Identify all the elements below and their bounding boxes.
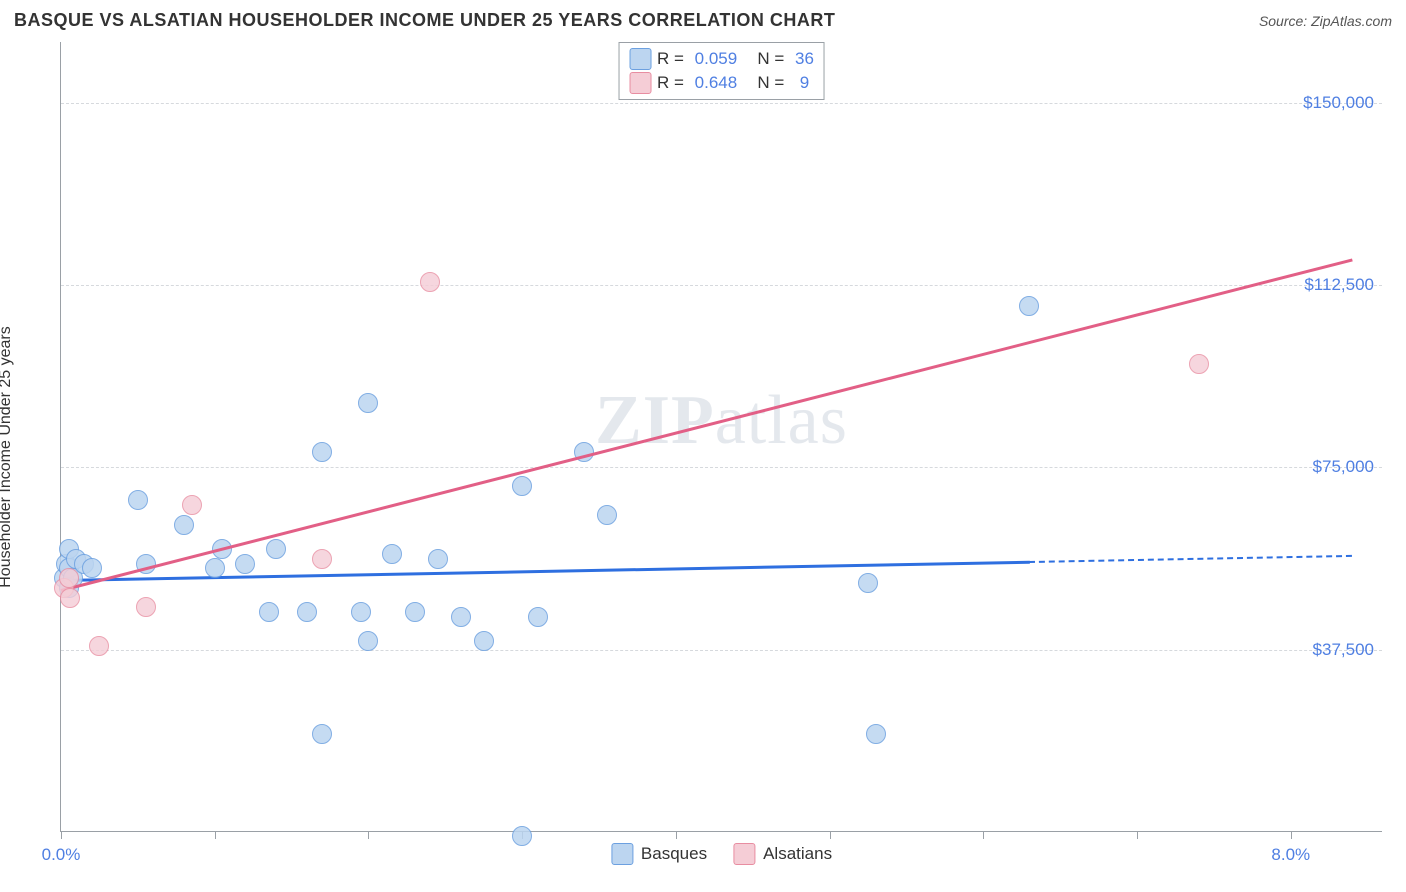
data-point-basques <box>382 544 402 564</box>
chart-title: BASQUE VS ALSATIAN HOUSEHOLDER INCOME UN… <box>14 10 835 31</box>
data-point-basques <box>451 607 471 627</box>
data-point-basques <box>1019 296 1039 316</box>
y-tick-label: $150,000 <box>1303 93 1374 113</box>
legend-correlation: R = 0.059 N = 36R = 0.648 N = 9 <box>618 42 825 100</box>
data-point-basques <box>351 602 371 622</box>
legend-n-label: N = <box>743 73 789 93</box>
data-point-alsatians <box>89 636 109 656</box>
data-point-alsatians <box>60 588 80 608</box>
legend-series-item: Basques <box>611 843 707 865</box>
legend-n-value: 9 <box>795 73 809 93</box>
data-point-basques <box>266 539 286 559</box>
legend-series-label: Basques <box>641 844 707 864</box>
x-tick <box>1137 831 1138 839</box>
data-point-basques <box>405 602 425 622</box>
data-point-alsatians <box>1189 354 1209 374</box>
data-point-alsatians <box>182 495 202 515</box>
gridline <box>61 103 1382 104</box>
swatch-icon <box>733 843 755 865</box>
data-point-basques <box>358 631 378 651</box>
data-point-basques <box>428 549 448 569</box>
x-tick-label-max: 8.0% <box>1271 845 1310 865</box>
data-point-basques <box>82 558 102 578</box>
legend-n-value: 36 <box>795 49 814 69</box>
legend-r-label: R = <box>657 73 689 93</box>
gridline <box>61 467 1382 468</box>
trend-line <box>61 258 1353 591</box>
data-point-basques <box>297 602 317 622</box>
data-point-basques <box>858 573 878 593</box>
legend-r-label: R = <box>657 49 689 69</box>
y-axis-label: Householder Income Under 25 years <box>0 326 15 587</box>
x-tick <box>1291 831 1292 839</box>
data-point-basques <box>597 505 617 525</box>
data-point-basques <box>512 826 532 846</box>
x-tick <box>61 831 62 839</box>
chart-container: BASQUE VS ALSATIAN HOUSEHOLDER INCOME UN… <box>0 0 1406 892</box>
legend-series-item: Alsatians <box>733 843 832 865</box>
data-point-basques <box>235 554 255 574</box>
y-tick-label: $75,000 <box>1313 457 1374 477</box>
x-tick <box>983 831 984 839</box>
data-point-basques <box>174 515 194 535</box>
source-attribution: Source: ZipAtlas.com <box>1259 13 1392 29</box>
data-point-alsatians <box>59 568 79 588</box>
data-point-basques <box>259 602 279 622</box>
legend-series: Basques Alsatians <box>611 843 832 865</box>
title-bar: BASQUE VS ALSATIAN HOUSEHOLDER INCOME UN… <box>0 0 1406 37</box>
data-point-basques <box>512 476 532 496</box>
x-tick-label-min: 0.0% <box>42 845 81 865</box>
gridline <box>61 285 1382 286</box>
legend-correl-row: R = 0.059 N = 36 <box>629 47 814 71</box>
legend-correl-row: R = 0.648 N = 9 <box>629 71 814 95</box>
plot-wrapper: Householder Income Under 25 years ZIPatl… <box>14 42 1392 872</box>
x-tick <box>830 831 831 839</box>
data-point-basques <box>474 631 494 651</box>
data-point-basques <box>312 724 332 744</box>
swatch-icon <box>629 48 651 70</box>
data-point-alsatians <box>136 597 156 617</box>
x-tick <box>676 831 677 839</box>
swatch-icon <box>611 843 633 865</box>
gridline <box>61 650 1382 651</box>
legend-r-value: 0.648 <box>695 73 738 93</box>
x-tick <box>368 831 369 839</box>
data-point-basques <box>312 442 332 462</box>
swatch-icon <box>629 72 651 94</box>
plot-area: ZIPatlas R = 0.059 N = 36R = 0.648 N = 9… <box>60 42 1382 832</box>
data-point-basques <box>866 724 886 744</box>
data-point-basques <box>358 393 378 413</box>
legend-n-label: N = <box>743 49 789 69</box>
data-point-alsatians <box>420 272 440 292</box>
data-point-basques <box>128 490 148 510</box>
y-tick-label: $112,500 <box>1304 275 1374 295</box>
data-point-basques <box>528 607 548 627</box>
legend-r-value: 0.059 <box>695 49 738 69</box>
data-point-alsatians <box>312 549 332 569</box>
trend-line <box>1029 555 1352 563</box>
x-tick <box>215 831 216 839</box>
data-point-basques <box>205 558 225 578</box>
legend-series-label: Alsatians <box>763 844 832 864</box>
y-tick-label: $37,500 <box>1313 640 1374 660</box>
